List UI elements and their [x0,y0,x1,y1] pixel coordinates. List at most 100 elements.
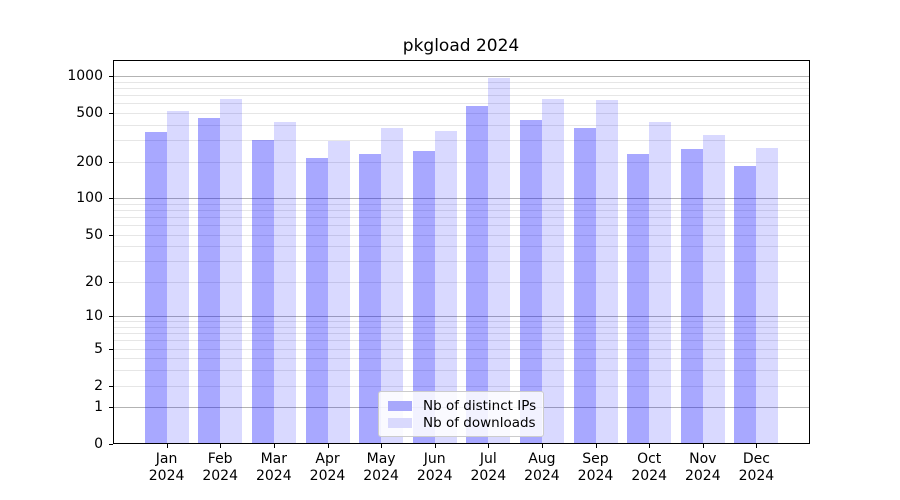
x-tick-mark-jun [434,444,436,448]
gridline-minor [114,246,809,248]
x-tick-mark-dec [756,444,758,448]
gridline-minor [114,327,809,328]
gridline-minor [114,281,809,283]
x-tick-label-may: May 2024 [363,451,399,484]
x-tick-mark-feb [220,444,222,448]
bar-apr-downloads [327,140,350,444]
y-tick-label-10: 10 [85,308,103,325]
gridline-minor [114,203,809,205]
legend-label-downloads: Nb of downloads [423,414,536,431]
bar-oct-distinct-ips [627,153,650,444]
gridline-minor [114,124,809,126]
gridline-minor [114,225,809,226]
y-tick-label-5: 5 [94,340,103,357]
x-tick-label-oct: Oct 2024 [631,451,667,484]
gridline-minor [114,321,809,323]
gridline-minor [114,234,809,236]
y-tick-mark-10 [109,316,113,318]
x-tick-mark-mar [273,444,275,448]
y-tick-label-2: 2 [94,377,103,394]
x-tick-label-dec: Dec 2024 [738,451,775,484]
bar-sep-distinct-ips [573,127,596,444]
bar-jun-distinct-ips [412,151,435,444]
bar-aug-distinct-ips [519,120,542,444]
x-tick-label-apr: Apr 2024 [309,451,346,484]
gridline-minor [114,333,809,335]
bar-dec-downloads [756,148,779,444]
x-tick-mark-jul [488,444,490,448]
y-tick-mark-2 [109,385,113,387]
bar-sep-downloads [595,100,618,444]
y-tick-mark-5 [109,348,113,350]
gridline-minor [114,261,809,263]
y-tick-mark-0 [109,444,113,445]
y-tick-label-500: 500 [76,104,103,121]
gridline-minor [114,216,809,218]
x-tick-label-mar: Mar 2024 [255,451,292,484]
legend-swatch-downloads [388,417,412,428]
y-tick-label-20: 20 [85,273,103,290]
gridline-minor [114,94,809,96]
gridline-minor [114,103,809,105]
gridline-major-1000 [114,76,809,77]
x-tick-label-sep: Sep 2024 [577,451,614,484]
y-tick-mark-500 [109,112,113,114]
bar-nov-distinct-ips [680,149,703,444]
x-tick-mark-jan [166,444,168,448]
gridline-minor [114,112,809,114]
bar-may-distinct-ips [359,154,382,444]
bar-apr-distinct-ips [305,157,328,444]
bar-jul-downloads [488,78,511,444]
y-tick-label-0: 0 [94,436,103,452]
x-tick-label-jun: Jun 2024 [416,451,453,484]
y-tick-label-200: 200 [76,153,103,170]
bar-feb-downloads [220,99,243,444]
bar-may-downloads [381,128,404,444]
bar-jan-distinct-ips [144,131,167,444]
x-tick-label-aug: Aug 2024 [524,451,560,484]
gridline-minor [114,161,809,163]
bar-oct-downloads [649,122,672,444]
bar-mar-downloads [273,122,296,444]
bar-dec-distinct-ips [734,165,757,444]
x-tick-mark-aug [541,444,543,448]
x-tick-mark-oct [649,444,651,448]
y-tick-label-1: 1 [94,399,103,416]
y-tick-mark-200 [109,161,113,163]
bar-jul-distinct-ips [466,105,489,444]
legend-swatch-distinct-ips [388,400,412,411]
bar-aug-downloads [541,98,564,444]
x-tick-mark-apr [327,444,329,448]
bar-jun-downloads [434,130,457,444]
bar-nov-downloads [702,135,725,444]
x-tick-mark-nov [702,444,704,448]
bar-mar-distinct-ips [251,140,274,444]
x-tick-label-jan: Jan 2024 [148,451,185,484]
gridline-minor [114,370,809,372]
gridline-minor [114,140,809,141]
chart-title: pkgload 2024 [402,36,520,56]
y-tick-mark-20 [109,281,113,283]
y-tick-mark-1000 [109,76,113,77]
y-tick-label-100: 100 [76,190,103,207]
x-tick-mark-may [381,444,383,448]
y-tick-label-50: 50 [85,226,103,243]
legend-row-distinct-ips: Nb of distinct IPs [388,398,536,414]
gridline-minor [114,87,809,89]
gridline-minor [114,209,809,211]
bar-feb-distinct-ips [198,117,221,444]
gridline-minor [114,340,809,342]
x-tick-label-nov: Nov 2024 [684,451,721,484]
gridline-major-100 [114,198,809,200]
y-tick-mark-50 [109,234,113,236]
bar-jan-downloads [166,111,189,444]
y-tick-mark-100 [109,198,113,200]
x-tick-label-feb: Feb 2024 [202,451,238,484]
legend: Nb of distinct IPs Nb of downloads [378,391,544,437]
y-tick-mark-1 [109,407,113,409]
gridline-minor [114,81,809,83]
x-tick-label-jul: Jul 2024 [470,451,507,484]
gridline-minor [114,348,809,350]
gridline-minor [114,358,809,360]
